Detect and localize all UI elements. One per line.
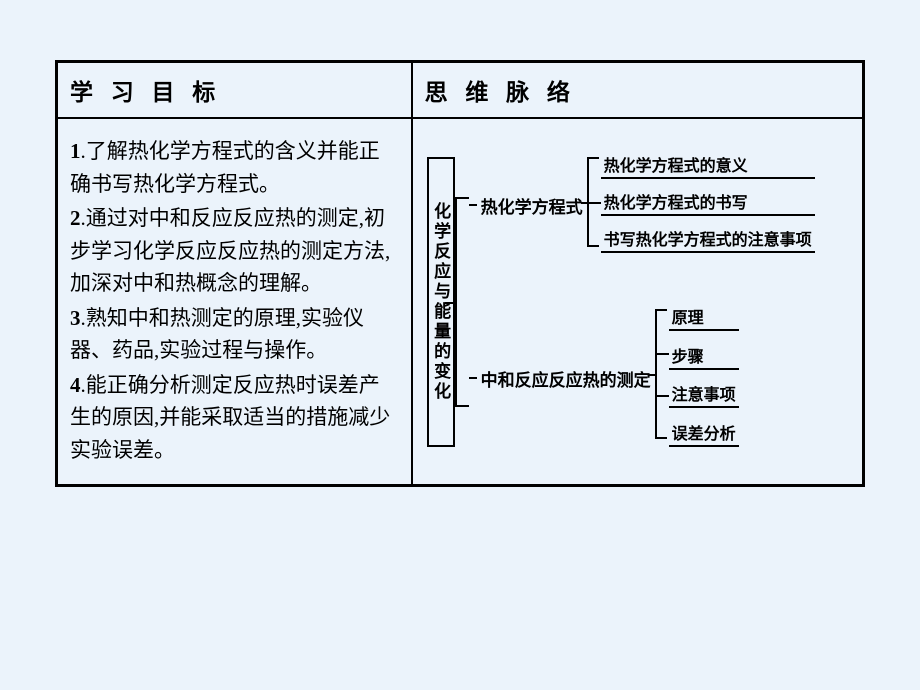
bracket-icon (587, 157, 599, 247)
objective-number: 4 (70, 373, 81, 397)
objective-text: .熟知中和热测定的原理,实验仪器、药品,实验过程与操作。 (70, 306, 364, 363)
diagram-cell: 化学反应与能量的变化 热化学方程式 热化学方程式的意义 热化学方程式的书写 书写… (412, 118, 864, 486)
bracket-icon (655, 309, 667, 439)
branch-label: 热化学方程式 (477, 193, 587, 218)
connector-line (469, 377, 477, 379)
connector-line (469, 204, 477, 206)
leaf-group: 原理 步骤 注意事项 误差分析 (667, 309, 739, 447)
objective-text: .能正确分析测定反应热时误差产生的原因,并能采取适当的措施减少实验误差。 (70, 373, 390, 462)
objective-number: 3 (70, 306, 81, 330)
diagram-leaf: 热化学方程式的意义 (601, 157, 815, 179)
diagram-branch: 热化学方程式 热化学方程式的意义 热化学方程式的书写 书写热化学方程式的注意事项 (469, 157, 844, 253)
diagram-leaf: 书写热化学方程式的注意事项 (601, 231, 815, 253)
content-table: 学 习 目 标 思 维 脉 络 1.了解热化学方程式的含义并能正确书写热化学方程… (55, 60, 865, 487)
objective-item: 3.熟知中和热测定的原理,实验仪器、药品,实验过程与操作。 (70, 302, 399, 367)
diagram-leaf: 注意事项 (669, 386, 739, 408)
objectives-list: 1.了解热化学方程式的含义并能正确书写热化学方程式。 2.通过对中和反应反应热的… (70, 127, 399, 476)
objectives-cell: 1.了解热化学方程式的含义并能正确书写热化学方程式。 2.通过对中和反应反应热的… (57, 118, 412, 486)
header-left: 学 习 目 标 (57, 62, 412, 119)
diagram-leaf: 热化学方程式的书写 (601, 194, 815, 216)
leaf-group: 热化学方程式的意义 热化学方程式的书写 书写热化学方程式的注意事项 (599, 157, 815, 253)
bracket-icon (455, 197, 469, 407)
objective-item: 2.通过对中和反应反应热的测定,初步学习化学反应反应热的测定方法,加深对中和热概… (70, 202, 399, 300)
diagram-leaf: 步骤 (669, 348, 739, 370)
objective-number: 2 (70, 206, 81, 230)
objective-text: .了解热化学方程式的含义并能正确书写热化学方程式。 (70, 139, 380, 196)
header-right: 思 维 脉 络 (412, 62, 864, 119)
mind-map: 化学反应与能量的变化 热化学方程式 热化学方程式的意义 热化学方程式的书写 书写… (425, 127, 850, 457)
branch-label: 中和反应反应热的测定 (477, 366, 655, 391)
objective-item: 4.能正确分析测定反应热时误差产生的原因,并能采取适当的措施减少实验误差。 (70, 369, 399, 467)
diagram-leaf: 误差分析 (669, 425, 739, 447)
objective-item: 1.了解热化学方程式的含义并能正确书写热化学方程式。 (70, 135, 399, 200)
objective-text: .通过对中和反应反应热的测定,初步学习化学反应反应热的测定方法,加深对中和热概念… (70, 206, 390, 295)
diagram-leaf: 原理 (669, 309, 739, 331)
diagram-branch: 中和反应反应热的测定 原理 步骤 注意事项 误差分析 (469, 309, 844, 447)
objective-number: 1 (70, 139, 81, 163)
